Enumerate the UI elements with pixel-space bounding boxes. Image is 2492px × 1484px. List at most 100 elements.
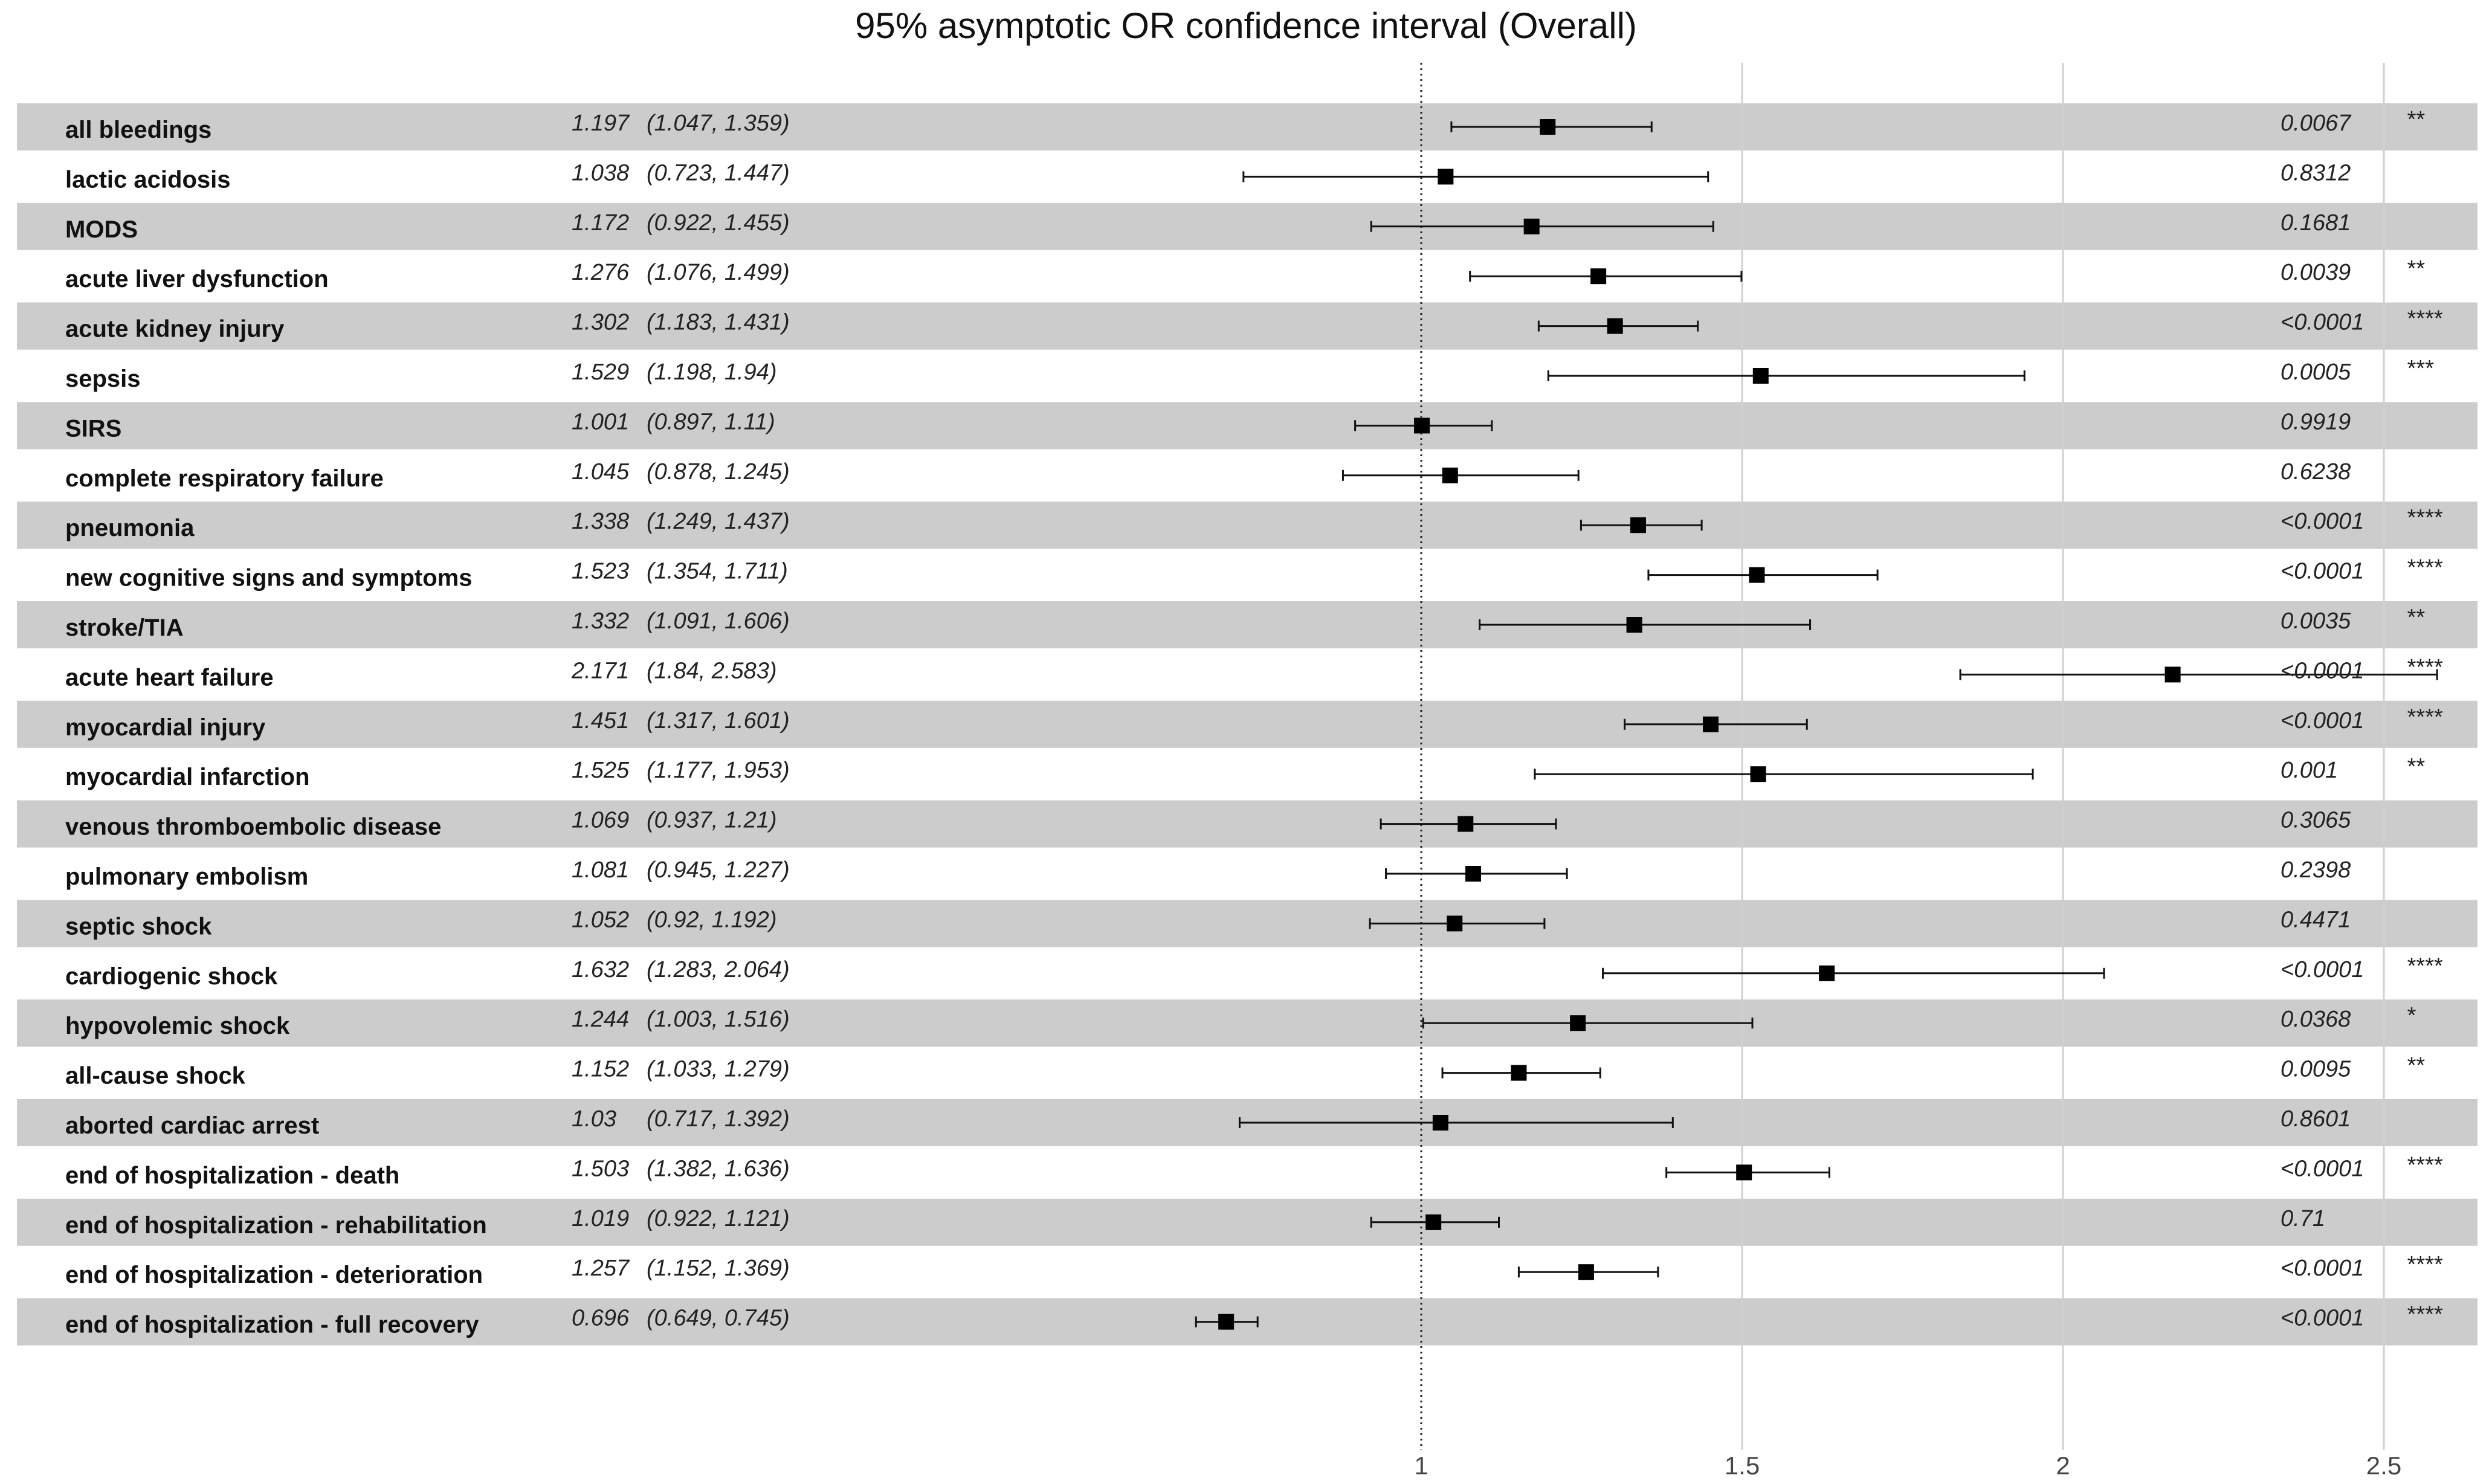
significance-stars: **** (2406, 505, 2442, 531)
or-value: 1.451 (572, 708, 629, 734)
ci-value: (1.091, 1.606) (647, 608, 790, 634)
row-label: all bleedings (65, 117, 211, 143)
row-label: end of hospitalization - rehabilitation (65, 1212, 487, 1239)
p-value: 0.2398 (2281, 857, 2351, 883)
or-value: 1.045 (572, 459, 630, 485)
significance-stars: **** (2406, 306, 2442, 332)
or-value: 1.152 (572, 1057, 629, 1082)
point-estimate (1218, 1314, 1235, 1330)
significance-stars: *** (2406, 356, 2434, 381)
point-estimate (1447, 915, 1463, 932)
row-band (17, 999, 2477, 1047)
row-band (17, 700, 2477, 748)
ci-value: (0.937, 1.21) (647, 808, 776, 833)
significance-stars: **** (2406, 654, 2442, 680)
point-estimate (1523, 218, 1540, 234)
significance-stars: **** (2406, 1302, 2442, 1328)
or-value: 1.302 (572, 310, 629, 335)
row-bands (17, 103, 2477, 1346)
row-label: pulmonary embolism (65, 863, 308, 890)
row-band (17, 1198, 2477, 1246)
p-value: <0.0001 (2281, 1256, 2364, 1281)
p-value: 0.0005 (2281, 360, 2351, 385)
or-value: 1.052 (572, 907, 629, 932)
row-label: acute liver dysfunction (65, 266, 329, 292)
x-tick-label: 2 (2056, 1451, 2070, 1480)
row-band (17, 302, 2477, 350)
p-value: <0.0001 (2281, 509, 2364, 534)
p-value: 0.8312 (2281, 160, 2351, 186)
row-label: MODS (65, 216, 138, 243)
point-estimate (1432, 1115, 1448, 1131)
ci-value: (1.354, 1.711) (647, 559, 788, 584)
row-label: pneumonia (65, 515, 195, 541)
row-label: venous thromboembolic disease (65, 814, 441, 840)
or-value: 1.529 (572, 360, 629, 385)
row-label: SIRS (65, 415, 121, 442)
significance-stars: ** (2406, 107, 2425, 132)
point-estimate (1819, 965, 1835, 981)
or-value: 1.069 (572, 808, 629, 833)
significance-stars: **** (2406, 953, 2442, 979)
row-label: new cognitive signs and symptoms (65, 565, 472, 592)
point-estimate (1749, 567, 1765, 583)
p-value: 0.1681 (2281, 210, 2351, 236)
row-band (17, 402, 2477, 450)
row-label: end of hospitalization - deterioration (65, 1262, 483, 1288)
row-label: aborted cardiac arrest (65, 1112, 319, 1139)
ci-value: (0.945, 1.227) (647, 857, 790, 883)
point-estimate (1750, 766, 1766, 782)
ci-value: (1.283, 2.064) (647, 957, 790, 982)
point-estimate (1457, 816, 1474, 832)
point-estimate (1626, 617, 1642, 633)
ci-value: (0.649, 0.745) (647, 1306, 790, 1331)
point-estimate (1752, 368, 1769, 384)
or-value: 1.257 (572, 1256, 630, 1281)
p-value: <0.0001 (2281, 708, 2364, 734)
significance-stars: ** (2406, 754, 2425, 779)
ci-value: (1.177, 1.953) (647, 758, 790, 783)
point-estimate (1736, 1164, 1752, 1181)
row-label: acute kidney injury (65, 316, 285, 343)
or-value: 1.197 (572, 111, 630, 136)
p-value: <0.0001 (2281, 957, 2364, 982)
or-value: 1.03 (572, 1106, 616, 1132)
x-tick-label: 2.5 (2366, 1451, 2401, 1480)
p-value: <0.0001 (2281, 1156, 2364, 1181)
point-estimate (1590, 268, 1607, 285)
p-value: 0.0368 (2281, 1007, 2351, 1032)
significance-stars: **** (2406, 1152, 2442, 1178)
ci-value: (0.922, 1.455) (647, 210, 790, 236)
chart-title: 95% asymptotic OR confidence interval (O… (855, 5, 1637, 46)
p-value: 0.0095 (2281, 1057, 2351, 1082)
or-value: 1.338 (572, 509, 629, 534)
ci-value: (1.047, 1.359) (647, 111, 790, 136)
ci-value: (0.717, 1.392) (647, 1106, 790, 1132)
or-value: 1.503 (572, 1156, 629, 1181)
p-value: 0.3065 (2281, 808, 2351, 833)
row-label: complete respiratory failure (65, 465, 384, 492)
ci-value: (1.033, 1.279) (647, 1057, 790, 1082)
significance-stars: **** (2406, 1252, 2442, 1277)
ci-value: (1.249, 1.437) (647, 509, 790, 534)
gridlines (1741, 63, 2385, 1450)
significance-stars: **** (2406, 555, 2442, 581)
or-value: 1.523 (572, 559, 629, 584)
point-estimate (1438, 169, 1454, 185)
row-text: all bleedings 1.197 (1.047, 1.359) 0.0067 **… (65, 107, 2442, 1338)
p-value: <0.0001 (2281, 310, 2364, 335)
point-estimate (1425, 1214, 1442, 1230)
point-estimate (1442, 467, 1458, 483)
p-value: 0.9919 (2281, 409, 2351, 434)
row-band (17, 800, 2477, 848)
point-estimate (1465, 866, 1482, 882)
row-band (17, 103, 2477, 150)
row-band (17, 502, 2477, 549)
significance-stars: * (2406, 1003, 2416, 1028)
point-estimate (1511, 1065, 1527, 1081)
significance-stars: ** (2406, 605, 2425, 630)
or-value: 1.019 (572, 1206, 629, 1231)
p-value: <0.0001 (2281, 559, 2364, 584)
row-label: myocardial injury (65, 714, 266, 741)
